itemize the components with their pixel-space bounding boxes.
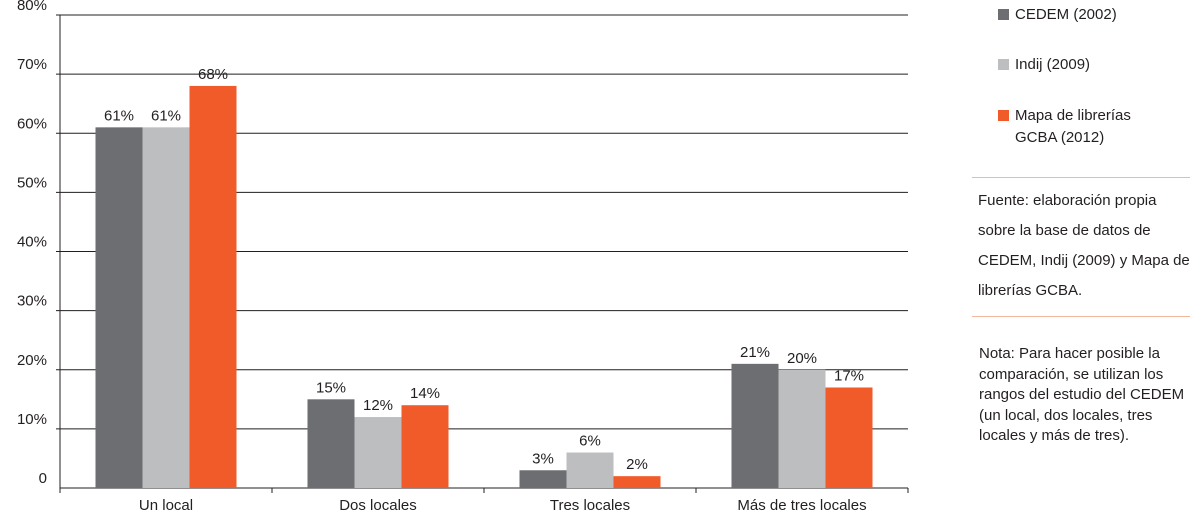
data-label-cedem-2002-dos-locales: 15%	[316, 379, 346, 396]
data-label-indij-2009-tres-locales: 6%	[579, 433, 601, 450]
legend-swatch-gcba	[998, 110, 1009, 121]
bar-mapa-de-librerias-gcba-2012-dos-locales	[401, 405, 449, 488]
legend-item-gcba: Mapa de librerías GCBA (2012)	[998, 105, 1150, 149]
data-label-mapa-de-librerias-gcba-2012-un-local: 68%	[198, 66, 228, 83]
y-tick-label-40: 40%	[17, 234, 47, 251]
y-tick-label-30: 30%	[17, 293, 47, 310]
legend-item-cedem: CEDEM (2002)	[998, 4, 1190, 26]
bar-indij-2009-dos-locales	[354, 417, 402, 488]
y-tick-label-10: 10%	[17, 411, 47, 428]
data-label-cedem-2002-tres-locales: 3%	[532, 450, 554, 467]
legend-item-indij: Indij (2009)	[998, 54, 1190, 76]
bar-cedem-2002-dos-locales	[307, 399, 355, 488]
bar-cedem-2002-un-local	[95, 127, 143, 489]
legend-swatch-cedem	[998, 9, 1009, 20]
y-tick-label-20: 20%	[17, 352, 47, 369]
bar-chart: 0 10% 20% 30% 40% 50% 60% 70% 80% 61% 61% 68% Un loc…	[17, 0, 909, 514]
note-text: Nota: Para hacer posible la comparación,…	[979, 345, 1185, 444]
bar-cedem-2002-tres-locales	[519, 470, 567, 488]
y-tick-label-80: 80%	[17, 0, 47, 14]
bar-mapa-de-librerias-gcba-2012-tres-locales	[613, 476, 661, 488]
x-tick-label-dos-locales: Dos locales	[339, 497, 417, 514]
y-tick-label-70: 70%	[17, 56, 47, 73]
source-text: Fuente: elaboración propia sobre la base…	[978, 192, 1190, 299]
bar-cedem-2002-mas-de-tres-locales	[731, 363, 779, 488]
legend-label-gcba: Mapa de librerías GCBA (2012)	[1015, 107, 1131, 146]
bar-mapa-de-librerias-gcba-2012-mas-de-tres-locales	[825, 387, 873, 488]
data-label-mapa-de-librerias-gcba-2012-tres-locales: 2%	[626, 456, 648, 473]
bar-indij-2009-tres-locales	[566, 452, 614, 488]
legend-label-indij: Indij (2009)	[1015, 56, 1091, 73]
bar-indij-2009-un-local	[142, 127, 190, 489]
data-label-cedem-2002-mas-de-tres-locales: 21%	[740, 344, 770, 361]
data-label-indij-2009-mas-de-tres-locales: 20%	[787, 350, 817, 367]
legend-swatch-indij	[998, 59, 1009, 70]
data-label-cedem-2002-un-local: 61%	[104, 107, 134, 124]
y-tick-label-60: 60%	[17, 115, 47, 132]
y-tick-label-50: 50%	[17, 174, 47, 191]
y-tick-label-0: 0	[39, 470, 47, 487]
x-tick-label-un-local: Un local	[139, 497, 193, 514]
divider-top	[972, 177, 1190, 178]
data-label-mapa-de-librerias-gcba-2012-mas-de-tres-locales: 17%	[834, 367, 864, 384]
divider-bottom	[972, 316, 1190, 317]
data-label-indij-2009-un-local: 61%	[151, 107, 181, 124]
bar-indij-2009-mas-de-tres-locales	[778, 369, 826, 488]
data-label-indij-2009-dos-locales: 12%	[363, 397, 393, 414]
data-label-mapa-de-librerias-gcba-2012-dos-locales: 14%	[410, 385, 440, 402]
legend-label-cedem: CEDEM (2002)	[1015, 6, 1117, 23]
x-tick-label-mas-de-tres-locales: Más de tres locales	[737, 497, 866, 514]
bar-mapa-de-librerias-gcba-2012-un-local	[189, 85, 237, 488]
x-tick-label-tres-locales: Tres locales	[550, 497, 630, 514]
